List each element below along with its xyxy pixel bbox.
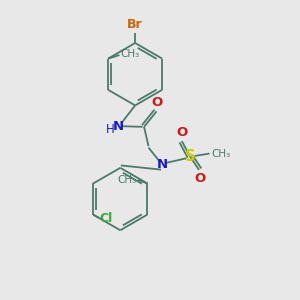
Text: N: N (156, 158, 167, 171)
Text: CH₃: CH₃ (117, 175, 136, 185)
Text: O: O (152, 96, 163, 109)
Text: CH₃: CH₃ (211, 148, 230, 159)
Text: O: O (176, 126, 188, 139)
Text: Cl: Cl (100, 212, 113, 225)
Text: N: N (113, 120, 124, 133)
Text: O: O (194, 172, 205, 185)
Text: Br: Br (127, 18, 143, 31)
Text: H: H (106, 123, 115, 136)
Text: S: S (185, 149, 195, 164)
Text: CH₃: CH₃ (121, 50, 140, 59)
